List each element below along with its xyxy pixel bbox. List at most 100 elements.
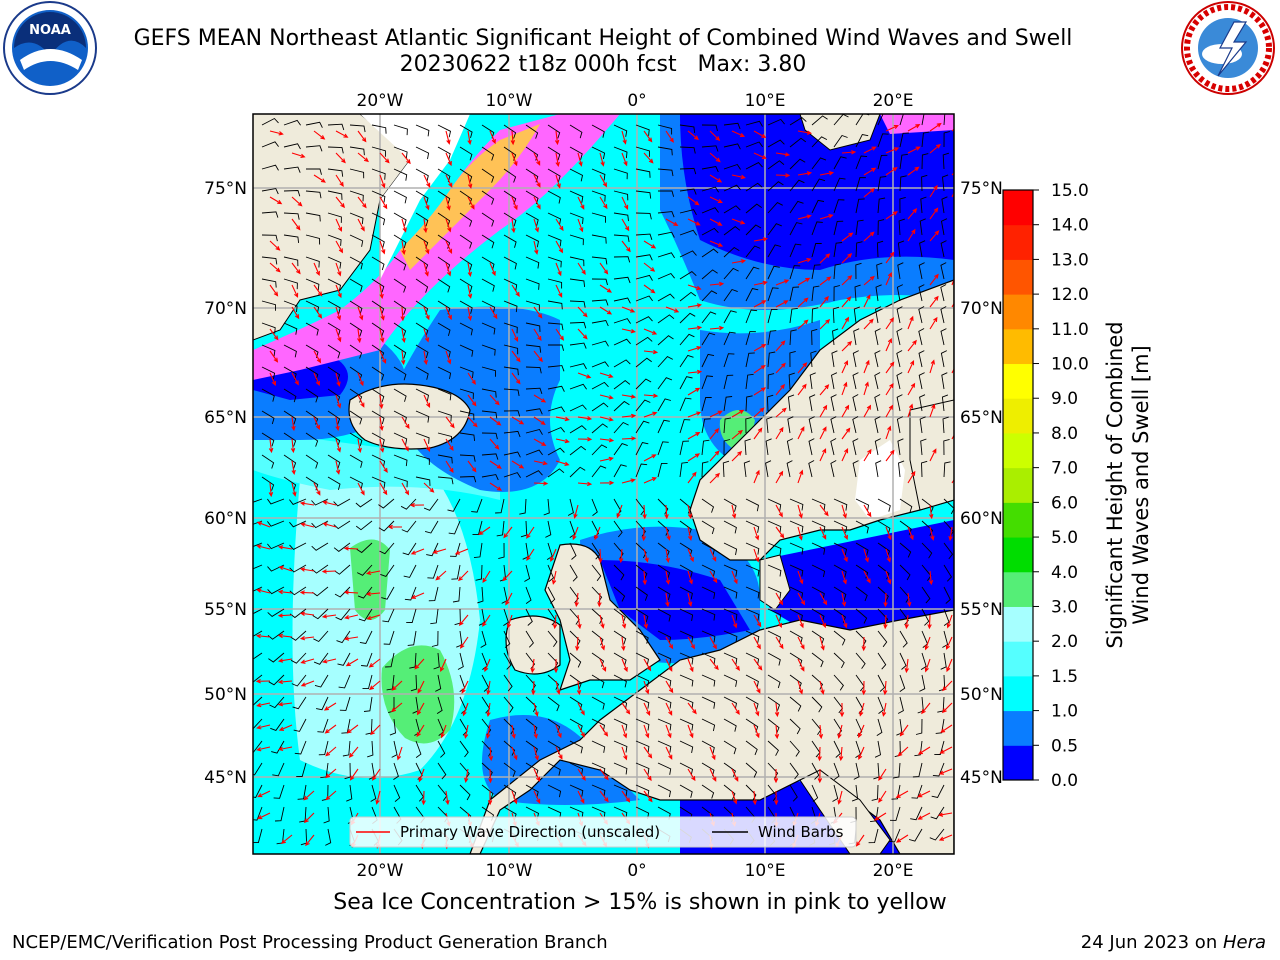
wind-barb [459,740,469,758]
wind-barb [767,630,782,644]
wave-arrow [775,592,784,606]
wind-barb [305,432,319,447]
wave-arrow [375,790,381,805]
wind-barb [855,520,869,534]
wave-arrow [709,174,723,183]
wind-barb [503,630,511,648]
wind-barb [877,696,884,714]
wind-barb [943,438,950,456]
wave-arrow [379,350,387,364]
wind-barb [745,309,758,324]
wave-arrow [432,548,447,554]
wave-arrow [423,350,428,366]
wave-arrow [599,658,607,672]
wave-arrow [379,152,390,164]
wind-barb [448,520,461,535]
wave-arrow [280,834,293,844]
wind-barb [921,608,930,626]
wave-arrow [643,328,658,335]
wind-barb [897,438,904,456]
wave-arrow [917,812,931,820]
wave-arrow [599,284,612,293]
wind-barb [613,674,627,688]
wind-barb [393,366,407,381]
wave-arrow [462,702,469,717]
wind-barb [525,586,532,604]
wind-barb [921,460,928,478]
wind-barb [355,520,373,531]
colorbar-swatch [1003,675,1033,712]
wave-arrow [709,450,720,462]
wind-barb [833,740,841,758]
lon-label-bottom-2: 0° [627,861,646,881]
wave-arrow [863,570,871,584]
wave-arrow [642,504,647,520]
lat-label-right-4: 55°N [960,600,1003,620]
wave-arrow [458,570,469,582]
wind-barb [789,630,803,644]
wind-barb [811,586,825,600]
wind-barb [767,608,782,621]
wind-barb [635,740,650,753]
colorbar-swatch [1003,328,1033,365]
wave-arrow [885,382,894,396]
wave-arrow [577,196,585,210]
colorbar-tick-label: 11.0 [1051,320,1089,340]
wave-arrow [303,790,315,801]
wind-barb [253,542,263,547]
lat-label-right-6: 45°N [960,768,1003,788]
wind-barb [876,718,883,736]
wave-arrow [753,658,763,671]
wind-barb [305,388,319,403]
wave-arrow [687,702,697,715]
wind-barb [393,762,399,780]
wind-barb [327,300,341,314]
wind-barb [877,197,886,214]
footer-date: 24 Jun 2023 on Hera [1081,932,1266,953]
wind-barb [569,190,584,203]
wind-barb [496,520,505,537]
wind-barb [767,373,775,390]
wind-barb [657,272,675,280]
wind-barb [253,674,263,683]
wind-barb [830,438,837,456]
wind-barb [765,438,772,456]
wave-arrow [300,522,315,528]
wind-barb [389,718,396,736]
wave-arrow [321,614,337,619]
sea-ice-yellow [400,124,540,270]
wave-arrow [897,746,909,757]
wave-arrow [924,636,931,651]
wind-barb [877,652,887,670]
wave-arrow [379,306,385,321]
wind-barb [323,806,330,824]
wave-arrow [400,350,406,366]
wind-barb [918,306,925,324]
wind-barb [723,696,738,710]
wind-barb [435,674,442,692]
wave-arrow [643,262,656,272]
wind-barb [525,449,543,456]
map-panel[interactable] [245,110,961,854]
wind-barb [808,416,815,434]
wave-arrow [576,680,582,696]
colorbar-swatch [1003,432,1033,469]
wave-arrow [643,658,652,672]
wind-barb [344,762,351,780]
wave-arrow [687,387,701,396]
wind-barb [852,372,859,390]
wind-barb [767,351,776,368]
wind-barb [591,762,606,775]
wave-arrow [819,384,830,396]
wave-arrow [482,570,491,584]
wind-barb [393,190,407,204]
wind-barb [547,784,562,798]
wind-barb [613,520,623,538]
wind-barb [283,234,300,243]
wind-barb [591,361,609,368]
wave-arrow [951,274,954,286]
wind-barb [832,306,840,324]
wind-barb [613,297,631,304]
wind-barb [789,520,804,533]
